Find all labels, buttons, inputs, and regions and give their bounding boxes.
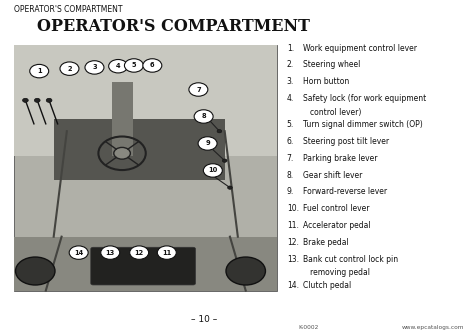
Text: 2.: 2.: [287, 60, 294, 70]
Text: 7.: 7.: [287, 154, 294, 163]
Text: Horn button: Horn button: [303, 77, 350, 86]
Text: 12: 12: [135, 250, 144, 256]
Text: 4: 4: [116, 63, 120, 69]
Text: removing pedal: removing pedal: [310, 268, 371, 277]
Circle shape: [203, 164, 222, 177]
Text: Accelerator pedal: Accelerator pedal: [303, 221, 371, 230]
Circle shape: [157, 246, 176, 259]
Text: K-0002: K-0002: [299, 325, 319, 330]
Circle shape: [222, 159, 227, 162]
Circle shape: [16, 257, 55, 285]
Text: OPERATOR'S COMPARTMENT: OPERATOR'S COMPARTMENT: [36, 18, 310, 36]
Circle shape: [30, 65, 49, 78]
Circle shape: [101, 246, 120, 259]
Text: Bank cut control lock pin: Bank cut control lock pin: [303, 255, 399, 264]
Text: 2: 2: [67, 66, 72, 72]
Text: 13: 13: [106, 250, 115, 256]
FancyBboxPatch shape: [91, 247, 195, 285]
Text: 5: 5: [132, 62, 136, 69]
Circle shape: [198, 137, 217, 150]
Text: 13.: 13.: [287, 255, 299, 264]
Text: 7: 7: [196, 86, 201, 92]
Circle shape: [217, 130, 222, 133]
Circle shape: [189, 83, 208, 96]
Text: 1: 1: [37, 68, 42, 74]
Text: 9: 9: [205, 140, 210, 146]
Circle shape: [69, 246, 88, 259]
Text: 10.: 10.: [287, 204, 299, 213]
Text: 3: 3: [92, 65, 97, 71]
Circle shape: [125, 59, 144, 72]
Circle shape: [194, 110, 213, 123]
Text: control lever): control lever): [310, 108, 362, 117]
Text: 11: 11: [162, 250, 172, 256]
Text: 8.: 8.: [287, 171, 294, 180]
Text: 14: 14: [74, 250, 83, 256]
Text: 9.: 9.: [287, 187, 294, 197]
Text: OPERATOR'S COMPARTMENT: OPERATOR'S COMPARTMENT: [14, 5, 123, 14]
Circle shape: [109, 59, 128, 73]
Circle shape: [85, 61, 104, 74]
Text: Turn signal dimmer switch (OP): Turn signal dimmer switch (OP): [303, 120, 423, 129]
Text: 5.: 5.: [287, 120, 294, 129]
Text: 8: 8: [201, 114, 206, 120]
Text: www.epcatalogs.com: www.epcatalogs.com: [402, 325, 465, 330]
FancyBboxPatch shape: [54, 119, 225, 180]
Circle shape: [228, 186, 232, 189]
Text: Clutch pedal: Clutch pedal: [303, 281, 352, 290]
Text: Steering wheel: Steering wheel: [303, 60, 361, 70]
Text: Fuel control lever: Fuel control lever: [303, 204, 370, 213]
Text: Safety lock (for work equipment: Safety lock (for work equipment: [303, 94, 427, 103]
Text: Gear shift lever: Gear shift lever: [303, 171, 363, 180]
Text: Work equipment control lever: Work equipment control lever: [303, 44, 418, 53]
Text: 14.: 14.: [287, 281, 299, 290]
Text: 4.: 4.: [287, 94, 294, 103]
Circle shape: [226, 257, 265, 285]
Circle shape: [143, 59, 162, 72]
FancyBboxPatch shape: [111, 82, 133, 156]
FancyBboxPatch shape: [14, 45, 277, 291]
Text: 1.: 1.: [287, 44, 294, 53]
Text: Steering post tilt lever: Steering post tilt lever: [303, 137, 390, 146]
Circle shape: [114, 148, 130, 159]
Text: – 10 –: – 10 –: [191, 315, 217, 324]
Text: 10: 10: [208, 167, 218, 173]
Circle shape: [35, 98, 40, 102]
Circle shape: [23, 98, 28, 102]
Text: 6.: 6.: [287, 137, 294, 146]
Text: 11.: 11.: [287, 221, 299, 230]
Text: 3.: 3.: [287, 77, 294, 86]
FancyBboxPatch shape: [14, 45, 277, 156]
Circle shape: [46, 98, 52, 102]
Text: Brake pedal: Brake pedal: [303, 238, 349, 247]
Text: Forward-reverse lever: Forward-reverse lever: [303, 187, 387, 197]
Text: 6: 6: [150, 62, 155, 69]
Text: 12.: 12.: [287, 238, 299, 247]
Text: Parking brake lever: Parking brake lever: [303, 154, 378, 163]
Circle shape: [60, 62, 79, 75]
Circle shape: [130, 246, 149, 259]
FancyBboxPatch shape: [14, 237, 277, 291]
